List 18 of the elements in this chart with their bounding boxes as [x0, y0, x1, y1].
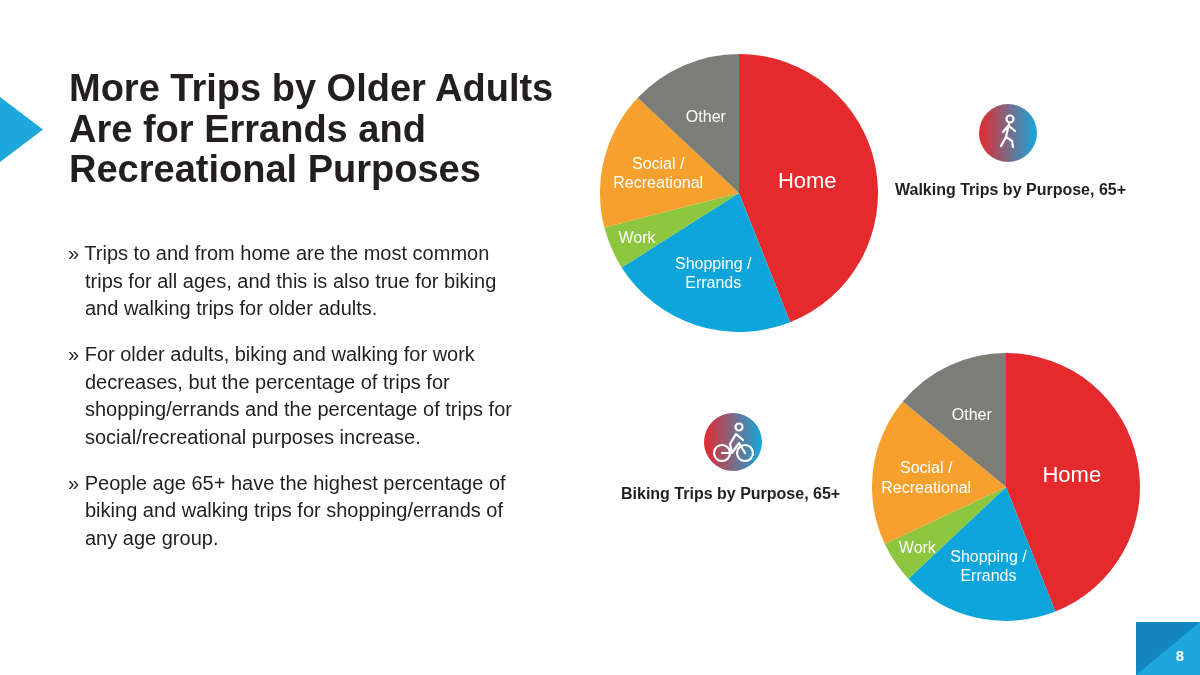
slice-label: Home	[1042, 461, 1102, 487]
slice-label: Other	[951, 405, 993, 423]
slice-label: Shopping / Errands	[674, 254, 753, 291]
pie-slice	[600, 97, 739, 228]
text: » Trips to and from home are the most common trips for all ages, and this is also true for biking and walking trips for older adults.	[68, 241, 498, 321]
slice-label: Home	[777, 167, 837, 193]
slice-label: Work	[618, 228, 657, 246]
slice-label: Work	[898, 538, 937, 556]
text: Biking Trips by Purpose, 65+	[621, 484, 841, 504]
text: More Trips by Older Adults Are for Errands and Recreational Purposes	[69, 67, 555, 190]
slice-label: Social / Recreational	[613, 154, 704, 191]
slice-label: Social / Recreational	[881, 458, 972, 496]
text: » People age 65+ have the highest percentage of biking and walking trips for shopping/errands of any age group.	[68, 470, 507, 551]
text: » For older adults, biking and walking for work decreases, but the percentage of trips for shopping/errands and the percentage of trips for social/recreational purposes increase.	[68, 342, 513, 450]
slice-label: Other	[685, 107, 727, 125]
slice-label: Shopping / Errands	[950, 547, 1028, 584]
text: Walking Trips by Purpose, 65+	[895, 180, 1127, 200]
text: 8	[1174, 647, 1186, 665]
